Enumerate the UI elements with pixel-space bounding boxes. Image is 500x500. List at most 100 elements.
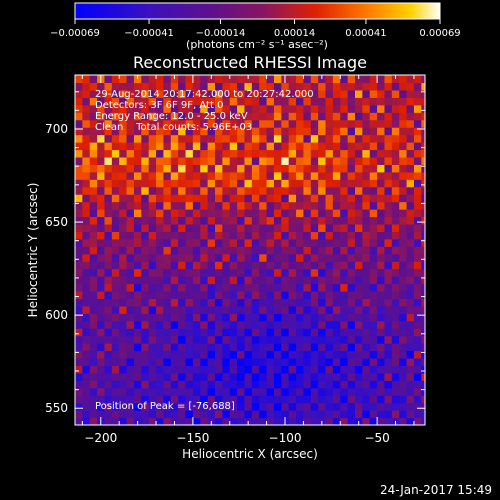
heatmap-pixel [185, 328, 194, 337]
heatmap-pixel [391, 82, 400, 91]
heatmap-pixel [266, 142, 275, 151]
heatmap-pixel [251, 343, 260, 352]
heatmap-pixel [237, 223, 246, 232]
heatmap-pixel [192, 134, 201, 143]
heatmap-pixel [347, 238, 356, 247]
heatmap-pixel [310, 97, 319, 106]
heatmap-pixel [296, 380, 305, 389]
heatmap-pixel [178, 380, 187, 389]
heatmap-pixel [237, 246, 246, 255]
heatmap-pixel [281, 298, 290, 307]
heatmap-pixel [362, 75, 371, 84]
heatmap-pixel [369, 231, 378, 240]
heatmap-pixel [347, 410, 356, 419]
heatmap-pixel [332, 298, 341, 307]
heatmap-pixel [237, 156, 246, 165]
heatmap-pixel [215, 142, 223, 151]
annotation-peak: Position of Peak = [-76,688] [95, 401, 235, 412]
heatmap-pixel [104, 305, 113, 314]
heatmap-pixel [156, 223, 165, 232]
heatmap-pixel [251, 186, 260, 195]
heatmap-pixel [192, 209, 201, 218]
heatmap-pixel [362, 186, 371, 195]
heatmap-pixel [332, 194, 341, 203]
heatmap-pixel [97, 357, 106, 367]
heatmap-pixel [229, 104, 238, 113]
heatmap-pixel [288, 328, 297, 337]
heatmap-pixel [355, 380, 363, 389]
heatmap-pixel [377, 156, 386, 165]
heatmap-pixel [318, 134, 327, 143]
heatmap-pixel [237, 112, 246, 121]
heatmap-pixel [310, 149, 319, 158]
heatmap-pixel [229, 417, 238, 425]
heatmap-pixel [75, 216, 83, 225]
heatmap-pixel [119, 290, 128, 300]
heatmap-pixel [215, 328, 223, 337]
heatmap-pixel [384, 201, 393, 210]
heatmap-pixel [413, 290, 422, 300]
heatmap-pixel [355, 112, 363, 121]
heatmap-pixel [421, 320, 425, 329]
heatmap-pixel [215, 231, 223, 240]
heatmap-pixel [347, 380, 356, 389]
heatmap-pixel [222, 104, 231, 113]
heatmap-pixel [355, 365, 363, 374]
heatmap-pixel [340, 89, 349, 98]
heatmap-pixel [296, 410, 305, 419]
heatmap-pixel [369, 395, 378, 404]
heatmap-pixel [141, 156, 150, 165]
heatmap-pixel [399, 417, 408, 425]
heatmap-pixel [75, 149, 83, 158]
heatmap-pixel [192, 283, 201, 292]
heatmap-pixel [148, 75, 157, 84]
heatmap-pixel [111, 223, 120, 232]
heatmap-pixel [310, 372, 319, 381]
heatmap-pixel [178, 320, 187, 329]
heatmap-pixel [251, 372, 260, 381]
heatmap-pixel [207, 402, 216, 411]
axis-ticks [75, 75, 425, 425]
heatmap-pixel [89, 328, 98, 337]
heatmap-pixel [244, 410, 253, 419]
heatmap-pixel [185, 223, 194, 232]
heatmap-pixel [377, 89, 386, 98]
heatmap-pixel [192, 142, 201, 151]
heatmap-pixel [384, 357, 393, 367]
heatmap-pixel [75, 290, 83, 300]
heatmap-pixel [310, 238, 319, 247]
heatmap-pixel [89, 343, 98, 352]
heatmap-pixel [259, 253, 268, 262]
heatmap-pixel [347, 305, 356, 314]
heatmap-pixel [222, 276, 231, 285]
heatmap-pixel [170, 149, 179, 158]
heatmap-pixel [259, 380, 268, 389]
heatmap-pixel [178, 261, 187, 270]
heatmap-pixel [89, 201, 98, 210]
heatmap-pixel [369, 194, 378, 203]
heatmap-pixel [133, 75, 142, 84]
heatmap-pixel [229, 171, 238, 180]
heatmap-pixel [273, 216, 282, 225]
heatmap-pixel [119, 246, 128, 255]
heatmap-pixel [111, 283, 120, 292]
heatmap-pixel [148, 142, 157, 151]
heatmap-pixel [207, 313, 216, 322]
heatmap-pixel [340, 395, 349, 404]
heatmap-pixel [89, 305, 98, 314]
heatmap-pixel [148, 320, 157, 329]
heatmap-pixel [377, 112, 386, 121]
heatmap-pixel [237, 119, 246, 128]
heatmap-pixel [377, 238, 386, 247]
heatmap-pixel [97, 149, 106, 158]
heatmap-pixel [259, 186, 268, 195]
heatmap-pixel [163, 209, 172, 218]
heatmap-pixel [141, 149, 150, 158]
heatmap-pixel [325, 179, 334, 188]
heatmap-pixel [355, 194, 363, 203]
heatmap-pixel [391, 179, 400, 188]
heatmap-pixel [75, 283, 83, 292]
heatmap-pixel [192, 164, 201, 173]
heatmap-pixel [413, 313, 422, 322]
heatmap-pixel [229, 335, 238, 344]
